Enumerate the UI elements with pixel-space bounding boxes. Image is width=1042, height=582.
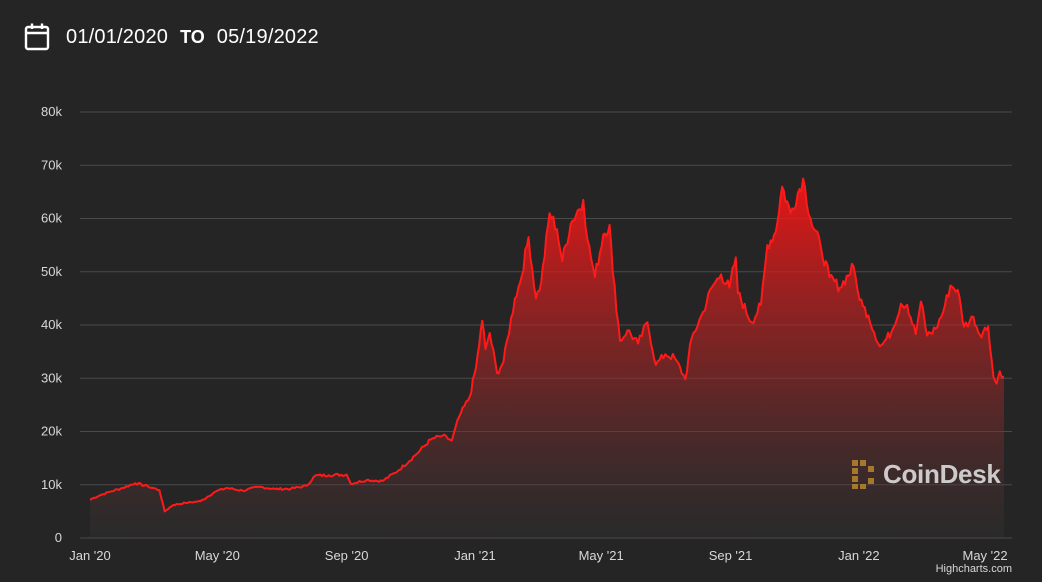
x-tick-label: May '21 (579, 548, 624, 563)
end-date-input[interactable]: 05/19/2022 (216, 25, 319, 48)
series-area-fill (90, 178, 1004, 538)
y-tick-label: 20k (41, 424, 62, 439)
y-tick-label: 10k (41, 477, 62, 492)
coindesk-watermark: CoinDesk (850, 458, 1001, 490)
calendar-icon[interactable] (24, 22, 50, 52)
y-tick-label: 50k (41, 264, 62, 279)
y-tick-label: 80k (41, 104, 62, 119)
y-tick-label: 0 (55, 530, 62, 545)
y-tick-label: 40k (41, 317, 62, 332)
x-tick-label: Sep '21 (709, 548, 753, 563)
watermark-text: CoinDesk (883, 458, 1001, 489)
x-tick-label: Jan '21 (454, 548, 496, 563)
chart-credits-link[interactable]: Highcharts.com (935, 563, 1012, 575)
y-axis: 0 10k 20k 30k 40k 50k 60k 70k 80k (41, 104, 62, 545)
y-tick-label: 60k (41, 211, 62, 226)
y-tick-label: 70k (41, 157, 62, 172)
to-label: TO (180, 26, 205, 47)
x-tick-label: Sep '20 (325, 548, 369, 563)
x-axis: Jan '20 May '20 Sep '20 Jan '21 May '21 Sep '… (69, 548, 1007, 563)
series-line (89, 177, 1005, 513)
x-tick-label: May '22 (963, 548, 1008, 563)
series-area (89, 177, 1005, 538)
y-tick-label: 30k (41, 370, 62, 385)
x-tick-label: Jan '20 (69, 548, 111, 563)
date-range-header: 01/01/2020 TO 05/19/2022 (24, 20, 321, 54)
x-tick-label: May '20 (195, 548, 240, 563)
start-date-input[interactable]: 01/01/2020 (66, 25, 169, 48)
x-tick-label: Jan '22 (838, 548, 880, 563)
coindesk-logo-icon (852, 460, 874, 489)
